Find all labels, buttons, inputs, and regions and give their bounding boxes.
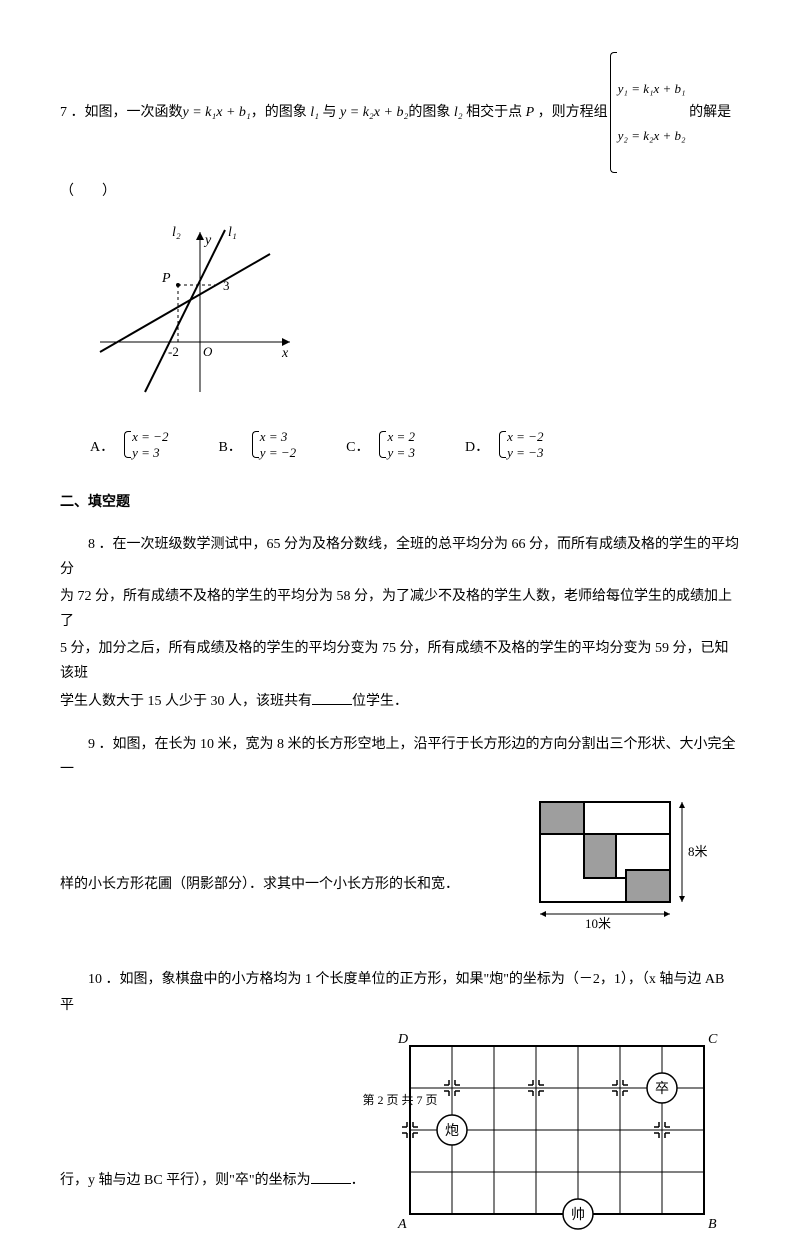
option-B: B． x = 3 y = −2 xyxy=(218,429,296,460)
option-D-label: D． xyxy=(465,435,489,460)
option-A: A． x = −2 y = 3 xyxy=(90,429,168,460)
q7-graph-svg: l₁ l₂ y x O P 3 -2 xyxy=(90,222,300,402)
q7-sys-eq2: y₂ = k₂x + b₂ xyxy=(618,128,686,144)
q9-svg: 10米 8米 xyxy=(530,792,720,932)
svg-text:x: x xyxy=(281,346,289,361)
svg-text:y: y xyxy=(203,233,212,248)
q9-figure: 10米 8米 xyxy=(530,792,720,941)
q10-svg: DCAB炮卒帅 xyxy=(390,1028,730,1238)
section-2-title: 二、填空题 xyxy=(60,490,740,515)
question-8: 8 ．在一次班级数学测试中，65 分为及格分数线，全班的总平均分为 66 分，而… xyxy=(60,532,740,714)
q7-mid3: 相交于点 xyxy=(463,100,526,125)
svg-text:A: A xyxy=(397,1217,407,1232)
option-B-eq: x = 3 y = −2 xyxy=(250,429,296,460)
svg-text:8米: 8米 xyxy=(688,844,708,859)
q10-line1: 10 ．如图，象棋盘中的小方格均为 1 个长度单位的正方形，如果"炮"的坐标为（… xyxy=(60,967,740,1017)
svg-text:D: D xyxy=(397,1032,408,1047)
q10-blank xyxy=(311,1170,351,1184)
q7-mid1: ，的图象 xyxy=(251,100,311,125)
option-B-label: B． xyxy=(218,435,241,460)
svg-text:炮: 炮 xyxy=(445,1123,459,1139)
q7-sys-eq1: y₁ = k₁x + b₁ xyxy=(618,81,686,97)
q7-system: y₁ = k₁x + b₁ y₂ = k₂x + b₂ xyxy=(608,50,686,175)
q7-eq1: y = k₁x + b₁ xyxy=(183,100,251,125)
option-C-eq: x = 2 y = 3 xyxy=(377,429,415,460)
q8-line4: 学生人数大于 15 人少于 30 人，该班共有位学生． xyxy=(60,689,740,714)
option-D: D． x = −2 y = −3 xyxy=(465,429,543,460)
page-footer: 第 2 页 共 7 页 xyxy=(0,1090,800,1112)
svg-text:帅: 帅 xyxy=(571,1207,585,1223)
q8-line3: 5 分，加分之后，所有成绩及格的学生的平均分变为 75 分，所有成绩不及格的学生… xyxy=(60,636,740,686)
svg-text:l₂: l₂ xyxy=(172,225,181,240)
svg-text:C: C xyxy=(708,1032,718,1047)
q7-options: A． x = −2 y = 3 B． x = 3 y = −2 C． x = 2… xyxy=(90,429,740,460)
svg-text:-2: -2 xyxy=(168,344,179,359)
q7-suffix: 的解是 xyxy=(686,100,732,125)
svg-text:10米: 10米 xyxy=(585,916,611,931)
q7-prefix: 7 ．如图，一次函数 xyxy=(60,100,183,125)
q7-graph: l₁ l₂ y x O P 3 -2 xyxy=(90,222,740,411)
q8-line2: 为 72 分，所有成绩不及格的学生的平均分为 58 分，为了减少不及格的学生人数… xyxy=(60,584,740,634)
q7-P: P xyxy=(526,100,535,125)
option-C-label: C． xyxy=(346,435,369,460)
option-C: C． x = 2 y = 3 xyxy=(346,429,415,460)
q7-eq2: y = k₂x + b₂ xyxy=(340,100,408,125)
option-A-eq: x = −2 y = 3 xyxy=(122,429,168,460)
q7-mid1b: 与 xyxy=(319,100,340,125)
question-9: 9 ．如图，在长为 10 米，宽为 8 米的长方形空地上，沿平行于长方形边的方向… xyxy=(60,732,740,950)
svg-text:P: P xyxy=(161,271,171,286)
q7-l2: l₂ xyxy=(454,100,463,125)
q7-mid2: 的图象 xyxy=(408,100,454,125)
svg-text:O: O xyxy=(203,344,213,359)
svg-text:B: B xyxy=(708,1217,717,1232)
q7-stem: 7 ．如图，一次函数 y = k₁x + b₁ ，的图象 l₁ 与 y = k₂… xyxy=(60,50,740,175)
q7-mid4: ，则方程组 xyxy=(534,100,608,125)
q8-line1: 8 ．在一次班级数学测试中，65 分为及格分数线，全班的总平均分为 66 分，而… xyxy=(60,532,740,582)
q7-l1: l₁ xyxy=(310,100,319,125)
svg-text:l₁: l₁ xyxy=(228,225,237,240)
option-A-label: A． xyxy=(90,435,114,460)
q9-line1: 9 ．如图，在长为 10 米，宽为 8 米的长方形空地上，沿平行于长方形边的方向… xyxy=(60,732,740,782)
q7-paren: （ ） xyxy=(60,179,740,204)
question-7: 7 ．如图，一次函数 y = k₁x + b₁ ，的图象 l₁ 与 y = k₂… xyxy=(60,50,740,460)
option-D-eq: x = −2 y = −3 xyxy=(497,429,543,460)
q10-figure: DCAB炮卒帅 xyxy=(390,1028,730,1247)
q8-blank xyxy=(312,691,352,705)
svg-text:3: 3 xyxy=(223,278,230,293)
